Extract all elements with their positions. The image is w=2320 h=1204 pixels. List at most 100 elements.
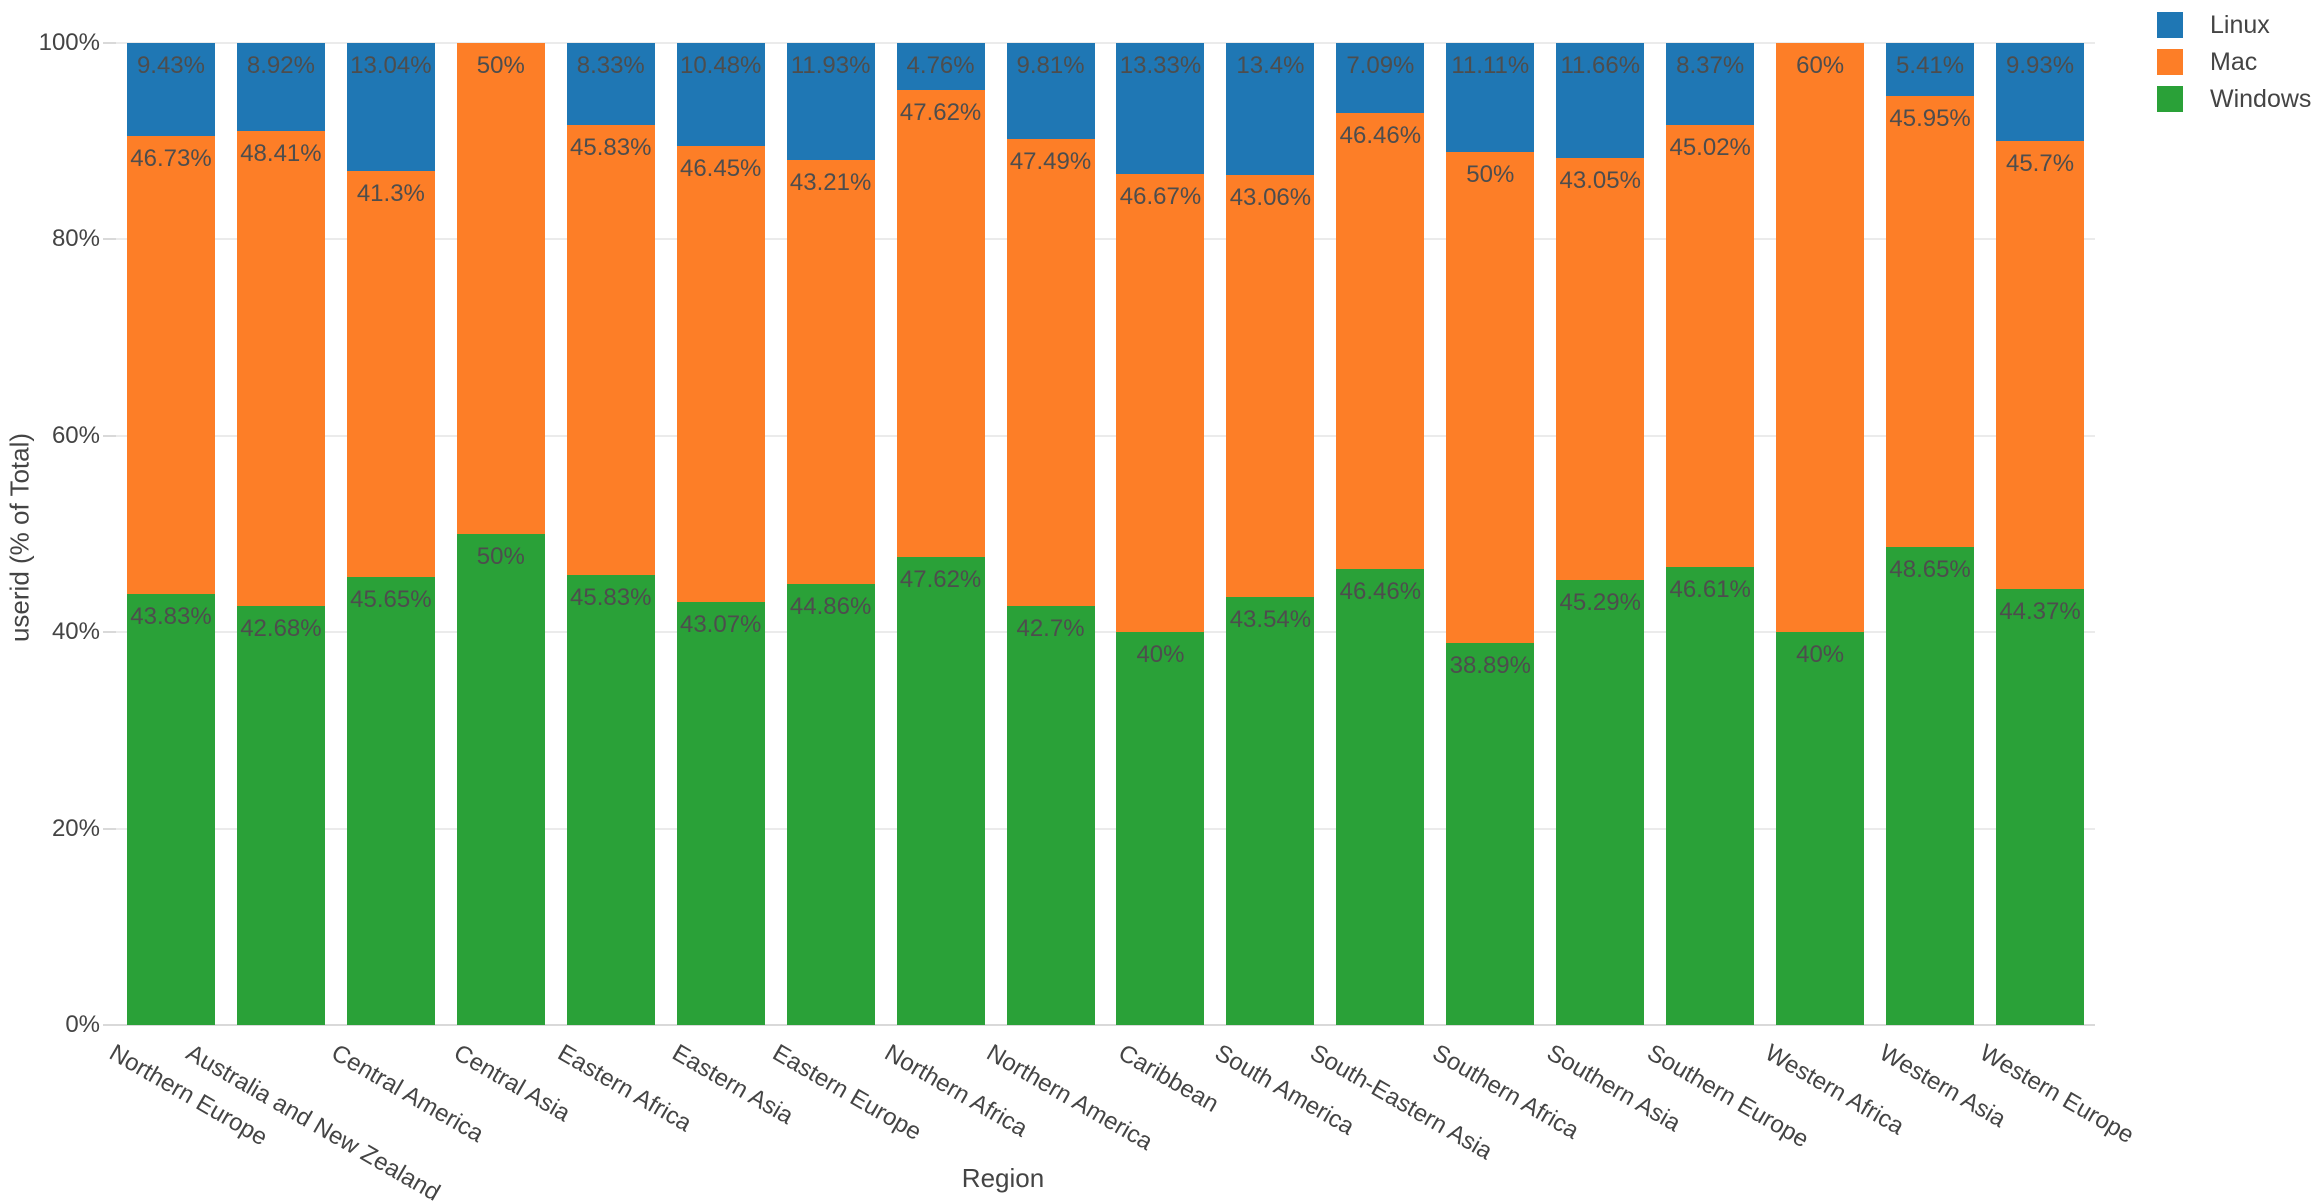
y-tick-mark-20 — [103, 827, 116, 830]
bar-segment-windows[interactable]: 42.68% — [236, 605, 325, 1025]
bar-segment-value-label: 9.93% — [2005, 52, 2075, 79]
bar-segment-linux[interactable]: 13.04% — [346, 43, 435, 172]
bar-segment-windows[interactable]: 48.65% — [1886, 547, 1975, 1025]
bar-segment-windows[interactable]: 45.83% — [566, 574, 655, 1025]
bar-segment-windows[interactable]: 40% — [1776, 632, 1865, 1025]
bar-segment-mac[interactable]: 50% — [456, 43, 545, 534]
bar-caribbean: 13.33% 46.67% 40% — [1116, 43, 1205, 1025]
bar-segment-mac[interactable]: 46.46% — [1336, 112, 1425, 569]
bar-segment-mac[interactable]: 45.7% — [1996, 140, 2085, 590]
legend-item-linux[interactable]: Linux — [2157, 12, 2311, 38]
y-tick-mark-100 — [103, 42, 116, 44]
gridline-20 — [116, 827, 2095, 830]
bar-segment-mac[interactable]: 50% — [1446, 152, 1535, 644]
bar-segment-windows[interactable]: 46.46% — [1336, 568, 1425, 1025]
bar-segment-value-label: 45.83% — [570, 133, 652, 161]
bar-segment-linux[interactable]: 11.66% — [1556, 43, 1645, 158]
y-tick-label-0: 0% — [65, 1011, 100, 1038]
bar-segment-mac[interactable]: 45.83% — [566, 124, 655, 575]
y-tick-mark-0 — [103, 1024, 116, 1026]
x-tick-label: Western Europe — [1975, 1039, 2139, 1150]
bar-segment-linux[interactable]: 11.11% — [1446, 43, 1535, 153]
gridline-60 — [116, 434, 2095, 437]
bar-segment-linux[interactable]: 11.93% — [786, 43, 875, 161]
y-axis-title: userid (% of Total) — [4, 432, 35, 643]
bar-northern-america: 9.81% 47.49% 42.7% — [1006, 43, 1095, 1025]
bar-segment-linux[interactable]: 9.43% — [126, 43, 215, 136]
bar-western-asia: 5.41% 45.95% 48.65% — [1886, 43, 1975, 1025]
bar-eastern-asia: 10.48% 46.45% 43.07% — [676, 43, 765, 1025]
bar-segment-windows[interactable]: 45.29% — [1556, 580, 1645, 1025]
bar-segment-linux[interactable]: 13.33% — [1116, 43, 1205, 174]
bar-segment-value-label: 47.62% — [899, 566, 982, 594]
bar-segment-value-label: 45.29% — [1559, 589, 1641, 617]
bar-segment-mac[interactable]: 48.41% — [236, 130, 325, 606]
y-tick-mark-40 — [103, 631, 116, 634]
x-axis-line — [116, 1024, 2095, 1026]
legend-item-mac[interactable]: Mac — [2157, 49, 2311, 75]
bar-segment-mac[interactable]: 47.62% — [896, 89, 985, 558]
x-tick-label: Caribbean — [1114, 1039, 1224, 1118]
bar-segment-linux[interactable]: 4.76% — [896, 43, 985, 90]
bar-segment-value-label: 11.11% — [1451, 52, 1530, 79]
bar-segment-value-label: 46.61% — [1669, 576, 1751, 604]
bar-segment-value-label: 13.04% — [350, 52, 432, 79]
bar-segment-linux[interactable]: 13.4% — [1226, 43, 1315, 175]
bar-segment-value-label: 9.81% — [1016, 52, 1085, 79]
bar-segment-windows[interactable]: 44.86% — [786, 584, 875, 1025]
bar-segment-value-label: 46.73% — [130, 144, 212, 172]
bar-segment-windows[interactable]: 42.7% — [1006, 605, 1095, 1025]
bar-segment-windows[interactable]: 40% — [1116, 632, 1205, 1025]
bar-segment-mac[interactable]: 60% — [1776, 43, 1865, 633]
bar-segment-windows[interactable]: 43.54% — [1226, 597, 1315, 1025]
bar-segment-mac[interactable]: 43.06% — [1226, 174, 1315, 598]
bar-segment-windows[interactable]: 43.07% — [676, 602, 765, 1025]
bar-segment-value-label: 47.62% — [899, 98, 982, 126]
bar-segment-value-label: 45.65% — [350, 585, 432, 613]
bar-segment-value-label: 43.21% — [789, 169, 872, 197]
bar-segment-windows[interactable]: 43.83% — [126, 594, 215, 1025]
bar-segment-value-label: 46.46% — [1339, 577, 1422, 605]
bar-segment-mac[interactable]: 45.02% — [1666, 125, 1755, 568]
bar-segment-linux[interactable]: 8.33% — [566, 43, 655, 125]
bar-segment-mac[interactable]: 46.45% — [676, 145, 765, 603]
bar-segment-linux[interactable]: 7.09% — [1336, 43, 1425, 113]
bar-segment-windows[interactable]: 38.89% — [1446, 643, 1535, 1025]
y-tick-label-40: 40% — [51, 618, 100, 646]
bar-segment-value-label: 48.41% — [240, 139, 322, 167]
bar-segment-value-label: 13.33% — [1119, 52, 1202, 79]
bar-segment-value-label: 46.45% — [679, 154, 762, 182]
bar-segment-mac[interactable]: 47.49% — [1006, 139, 1095, 606]
bar-segment-mac[interactable]: 43.05% — [1556, 157, 1645, 581]
bar-segment-linux[interactable]: 5.41% — [1886, 43, 1975, 97]
bar-segment-mac[interactable]: 41.3% — [346, 171, 435, 577]
bar-segment-mac[interactable]: 45.95% — [1886, 96, 1975, 548]
bar-segment-value-label: 46.67% — [1119, 182, 1202, 210]
bar-segment-linux[interactable]: 10.48% — [676, 43, 765, 146]
bar-segment-linux[interactable]: 8.92% — [236, 43, 325, 131]
y-tick-label-20: 20% — [51, 814, 100, 842]
bar-segment-mac[interactable]: 46.73% — [126, 135, 215, 595]
bar-segment-windows[interactable]: 47.62% — [896, 557, 985, 1025]
bar-segment-mac[interactable]: 46.67% — [1116, 173, 1205, 633]
bar-western-europe: 9.93% 45.7% 44.37% — [1996, 43, 2085, 1025]
bar-segment-mac[interactable]: 43.21% — [786, 160, 875, 585]
bar-segment-value-label: 45.7% — [2005, 149, 2075, 177]
bar-segment-linux[interactable]: 9.81% — [1006, 43, 1095, 140]
bar-segment-windows[interactable]: 46.61% — [1666, 567, 1755, 1025]
bar-segment-value-label: 43.54% — [1229, 606, 1312, 634]
bar-segment-windows[interactable]: 45.65% — [346, 576, 435, 1025]
bar-segment-windows[interactable]: 44.37% — [1996, 589, 2085, 1025]
bar-segment-linux[interactable]: 9.93% — [1996, 43, 2085, 141]
bar-australia-and-new-zealand: 8.92% 48.41% 42.68% — [236, 43, 325, 1025]
bar-segment-windows[interactable]: 50% — [456, 534, 545, 1025]
bar-southern-asia: 11.66% 43.05% 45.29% — [1556, 43, 1645, 1025]
legend-item-windows[interactable]: Windows — [2157, 86, 2311, 112]
bar-segment-value-label: 50% — [1466, 161, 1515, 189]
bar-segment-value-label: 48.65% — [1889, 556, 1971, 584]
bar-segment-value-label: 43.07% — [679, 611, 762, 639]
bar-segment-value-label: 42.7% — [1016, 614, 1085, 642]
bar-central-asia: 50% 50% — [456, 43, 545, 1025]
bar-segment-linux[interactable]: 8.37% — [1666, 43, 1755, 126]
